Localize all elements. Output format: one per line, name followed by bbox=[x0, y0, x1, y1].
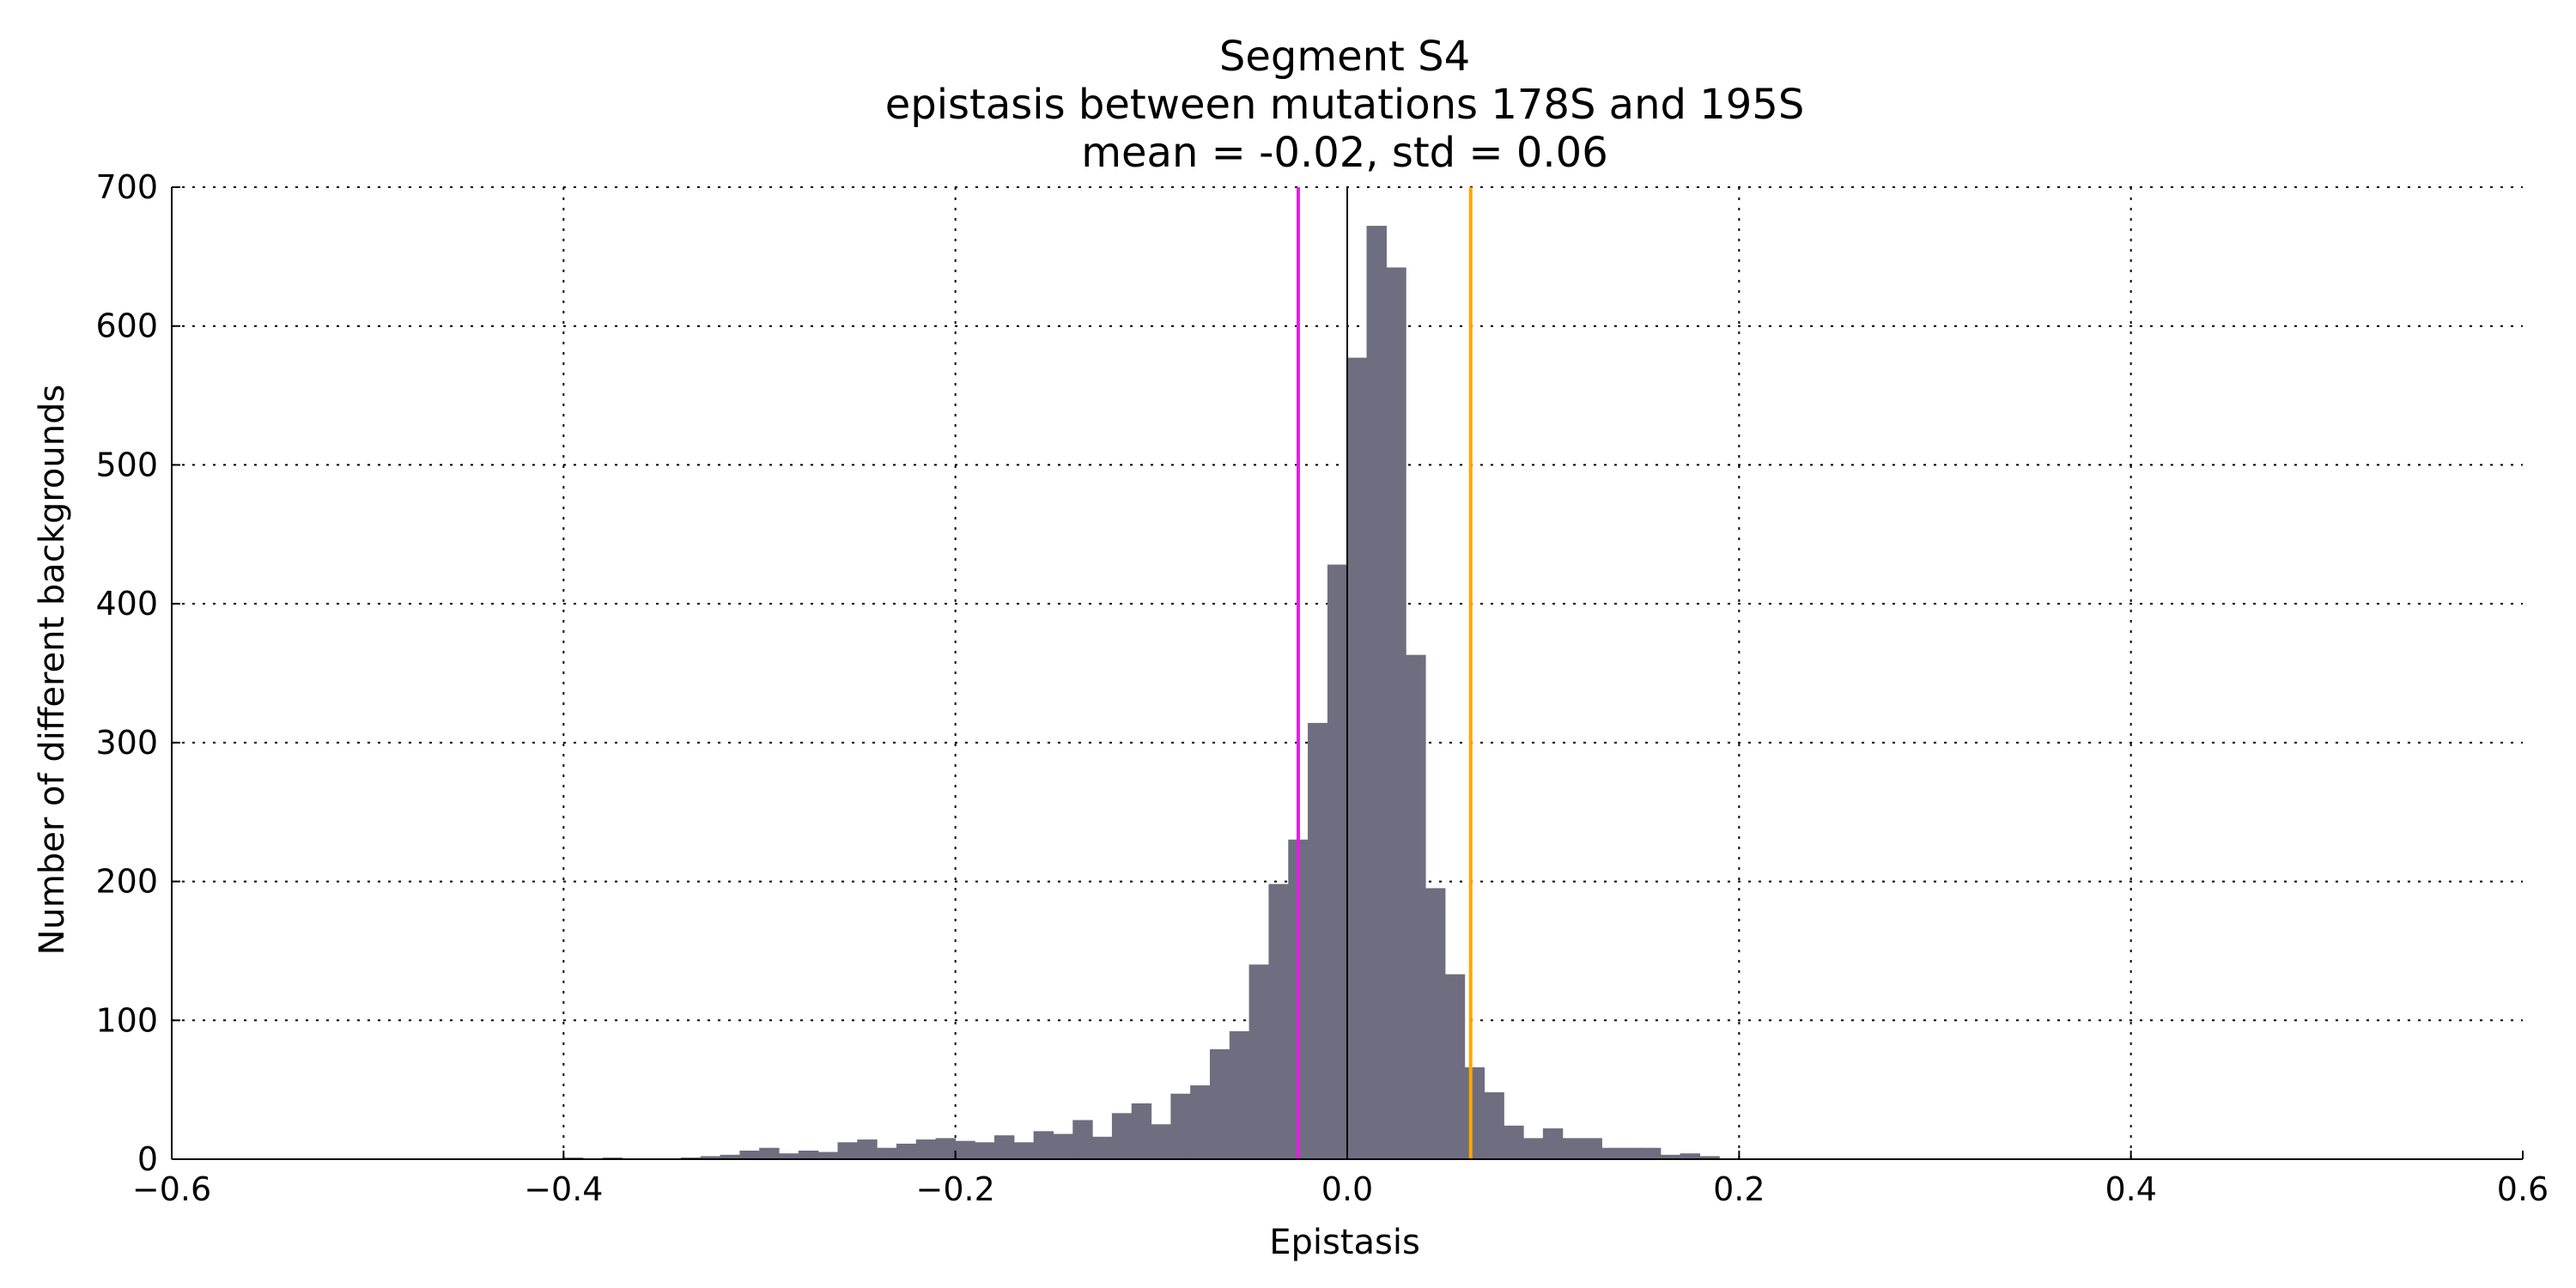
histogram-bar bbox=[759, 1147, 780, 1160]
y-axis-ticks: 0 100 200 300 400 500 600 700 bbox=[95, 168, 180, 1178]
histogram-bar bbox=[857, 1139, 878, 1160]
y-tick-label: 200 bbox=[95, 863, 158, 901]
histogram-bar bbox=[1308, 722, 1328, 1160]
histogram-bar bbox=[1484, 1092, 1504, 1160]
y-axis-label: Number of different backgrounds bbox=[33, 385, 72, 956]
histogram-bar bbox=[1425, 888, 1446, 1160]
histogram-bar bbox=[1151, 1124, 1171, 1160]
histogram-bar bbox=[1346, 357, 1368, 1160]
x-axis-label: Epistasis bbox=[1269, 1223, 1420, 1262]
y-tick-label: 400 bbox=[95, 585, 158, 623]
x-axis-ticks: −0.6 −0.4 −0.2 0.0 0.2 0.4 0.6 bbox=[132, 1151, 2549, 1208]
x-tick-label: 0.2 bbox=[1713, 1170, 1765, 1208]
histogram-bar bbox=[994, 1135, 1015, 1160]
histogram-bar bbox=[1542, 1128, 1564, 1160]
histogram-bar bbox=[1033, 1131, 1054, 1160]
histogram-bar bbox=[817, 1151, 839, 1160]
histogram-bar bbox=[1190, 1084, 1211, 1160]
histogram-bar bbox=[1092, 1136, 1113, 1160]
histogram-bar bbox=[1464, 1066, 1485, 1160]
x-tick-label: 0.4 bbox=[2105, 1170, 2156, 1208]
y-tick-label: 700 bbox=[95, 168, 158, 206]
histogram-bar bbox=[955, 1140, 975, 1160]
histogram-bar bbox=[1562, 1138, 1583, 1160]
histogram-bar bbox=[1072, 1120, 1093, 1160]
reference-lines bbox=[1296, 187, 1473, 1159]
histogram-bar bbox=[798, 1150, 819, 1160]
histogram-bar bbox=[877, 1147, 897, 1160]
chart-title: Segment S4 epistasis between mutations 1… bbox=[885, 33, 1805, 177]
y-tick-label: 0 bbox=[137, 1140, 158, 1178]
histogram-bar bbox=[1209, 1048, 1230, 1160]
histogram-bar bbox=[1366, 225, 1387, 1160]
y-tick-label: 600 bbox=[95, 307, 158, 345]
histogram-bar bbox=[1327, 564, 1348, 1160]
x-tick-label: −0.4 bbox=[524, 1170, 603, 1208]
histogram-bar bbox=[1386, 267, 1406, 1160]
histogram-bar bbox=[1504, 1125, 1524, 1160]
histogram-bar bbox=[1053, 1133, 1073, 1160]
histogram-bar bbox=[837, 1142, 858, 1160]
title-line-1: Segment S4 bbox=[1219, 33, 1470, 81]
histogram-bar bbox=[915, 1139, 937, 1160]
histogram-bar bbox=[975, 1142, 995, 1160]
x-tick-label: 0.6 bbox=[2497, 1170, 2549, 1208]
x-tick-label: −0.2 bbox=[916, 1170, 995, 1208]
x-tick-label: −0.6 bbox=[132, 1170, 211, 1208]
histogram-bar bbox=[1131, 1103, 1152, 1160]
histogram-bar bbox=[1229, 1030, 1250, 1160]
histogram-bar bbox=[1601, 1147, 1622, 1160]
title-line-3: mean = -0.02, std = 0.06 bbox=[1081, 129, 1607, 177]
histogram-bars bbox=[563, 225, 1720, 1160]
title-line-2: epistasis between mutations 178S and 195… bbox=[885, 81, 1805, 129]
x-tick-label: 0.0 bbox=[1321, 1170, 1373, 1208]
histogram-bar bbox=[1582, 1138, 1602, 1160]
histogram-bar bbox=[1621, 1147, 1642, 1160]
histogram-bar bbox=[1640, 1147, 1662, 1160]
histogram-bar bbox=[739, 1150, 760, 1160]
histogram-bar bbox=[896, 1143, 917, 1160]
histogram-bar bbox=[935, 1138, 956, 1160]
histogram-bar bbox=[1111, 1113, 1133, 1160]
histogram-bar bbox=[1268, 884, 1289, 1160]
histogram-bar bbox=[1013, 1142, 1035, 1160]
histogram-bar bbox=[1249, 964, 1270, 1160]
y-tick-label: 300 bbox=[95, 724, 158, 762]
histogram-bar bbox=[1170, 1093, 1191, 1160]
histogram-bar bbox=[1523, 1138, 1544, 1160]
y-tick-label: 500 bbox=[95, 446, 158, 483]
histogram-bar bbox=[1444, 974, 1466, 1160]
y-tick-label: 100 bbox=[95, 1001, 158, 1039]
histogram-bar bbox=[1406, 654, 1426, 1160]
